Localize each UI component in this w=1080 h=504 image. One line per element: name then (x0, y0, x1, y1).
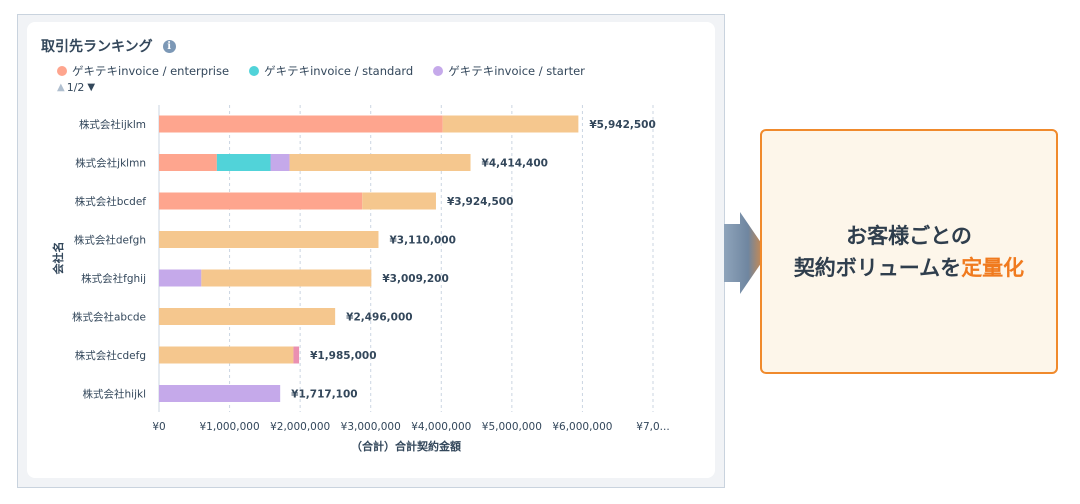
chart-legend: ゲキテキinvoice / enterprise ゲキテキinvoice / s… (57, 63, 605, 79)
legend-dot (433, 66, 444, 76)
category-label: 株式会社abcde (72, 311, 146, 324)
arrow-icon (724, 212, 768, 298)
legend-label: ゲキテキinvoice / enterprise (72, 64, 230, 78)
pager-up-icon[interactable]: ▲ (57, 82, 65, 93)
legend-label: ゲキテキinvoice / standard (264, 64, 414, 78)
x-tick-label: ¥3,000,000 (341, 421, 401, 433)
bar-segment[interactable] (159, 231, 379, 248)
x-tick-label: ¥0 (152, 421, 165, 433)
total-label: ¥3,110,000 (389, 235, 455, 247)
x-axis-title: （合計）合計契約金額 (351, 439, 461, 453)
bar-segment[interactable] (442, 115, 579, 133)
legend-dot (57, 66, 67, 76)
panel-title: 取引先ランキング (41, 39, 153, 55)
bar-segment[interactable] (159, 192, 363, 210)
x-tick-label: ¥1,000,000 (200, 421, 260, 433)
bar-segment[interactable] (159, 269, 202, 287)
bar-segment[interactable] (159, 308, 336, 325)
legend-item-standard[interactable]: ゲキテキinvoice / standard (249, 63, 413, 79)
x-tick-label: ¥7,0... (636, 421, 669, 433)
total-label: ¥4,414,400 (482, 158, 548, 170)
legend-dot (249, 66, 260, 76)
info-icon[interactable]: i (162, 39, 176, 53)
bar-segment[interactable] (289, 154, 471, 171)
bar-segment[interactable] (159, 346, 294, 364)
category-label: 株式会社bcdef (75, 195, 147, 208)
total-label: ¥1,717,100 (291, 389, 357, 401)
x-tick-label: ¥2,000,000 (270, 421, 330, 433)
pager-text: 1/2 (66, 81, 85, 94)
callout-text: 契約ボリュームを (793, 255, 962, 280)
bar-segment[interactable] (293, 346, 300, 364)
bar-segment[interactable] (159, 154, 217, 171)
pager-down-icon[interactable]: ▼ (87, 82, 96, 93)
total-label: ¥2,496,000 (346, 312, 412, 324)
bar-segment[interactable] (216, 154, 271, 171)
bar-segment[interactable] (159, 385, 281, 402)
legend-item-starter[interactable]: ゲキテキinvoice / starter (433, 63, 585, 79)
y-axis-title: 会社名 (51, 242, 65, 275)
bar-segment[interactable] (201, 269, 372, 287)
callout-box: お客様ごとの 契約ボリュームを定量化 (760, 129, 1058, 374)
callout-emphasis: 定量化 (961, 255, 1025, 280)
x-tick-label: ¥6,000,000 (552, 421, 612, 433)
x-tick-label: ¥4,000,000 (411, 421, 471, 433)
category-label: 株式会社jklmn (75, 157, 146, 170)
category-label: 株式会社fghij (81, 272, 146, 285)
legend-label: ゲキテキinvoice / starter (448, 64, 585, 78)
bar-segment[interactable] (159, 115, 443, 133)
legend-pager: ▲ 1/2 ▼ (57, 81, 95, 94)
bar-segment[interactable] (270, 154, 290, 171)
total-label: ¥3,009,200 (382, 273, 448, 285)
panel-header: 取引先ランキング i (41, 36, 176, 56)
category-label: 株式会社ijklm (79, 118, 146, 131)
total-label: ¥3,924,500 (447, 196, 513, 208)
callout-line-2: 契約ボリュームを定量化 (794, 252, 1024, 284)
total-label: ¥1,985,000 (310, 350, 376, 362)
bar-segment[interactable] (362, 192, 436, 210)
callout-line-1: お客様ごとの (846, 223, 972, 248)
total-label: ¥5,942,500 (589, 119, 655, 131)
legend-item-enterprise[interactable]: ゲキテキinvoice / enterprise (57, 63, 229, 79)
category-label: 株式会社cdefg (75, 349, 146, 362)
category-label: 株式会社hijkl (83, 388, 147, 401)
x-tick-label: ¥5,000,000 (482, 421, 542, 433)
category-label: 株式会社defgh (74, 234, 146, 247)
